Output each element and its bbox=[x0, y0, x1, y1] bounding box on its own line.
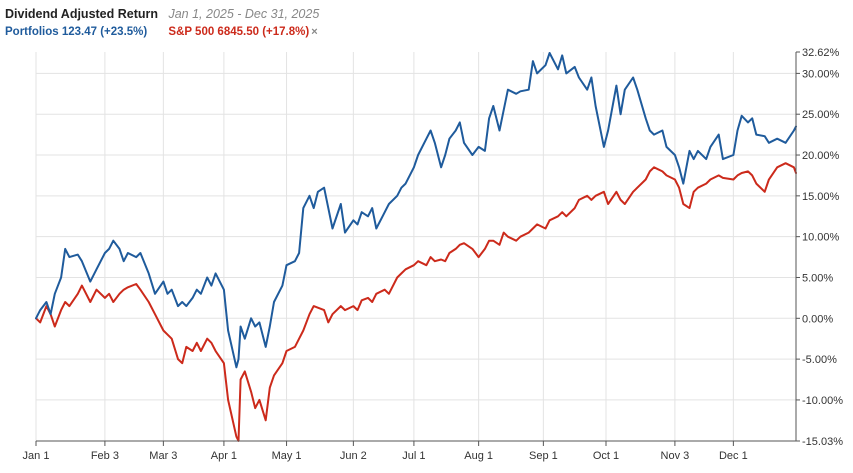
x-tick-label: Feb 3 bbox=[91, 450, 119, 462]
legend-item-sp500-label: S&P 500 6845.50 (+17.8%) bbox=[168, 26, 310, 38]
axes: 30.00% 25.00% 20.00% 15.00% 10.00% 5.00% 0.00%… bbox=[23, 47, 844, 462]
x-tick-label: Mar 3 bbox=[149, 450, 177, 462]
x-tick-label: Oct 1 bbox=[593, 450, 619, 462]
x-tick-label: Nov 3 bbox=[661, 450, 690, 462]
x-tick-label: Jun 2 bbox=[340, 450, 367, 462]
x-tick-label: Sep 1 bbox=[529, 450, 558, 462]
series-line-portfolios[interactable] bbox=[35, 52, 797, 369]
grid bbox=[35, 52, 796, 441]
y-extreme-label: -15.03% bbox=[802, 436, 843, 448]
legend-item-portfolios[interactable]: Portfolios 123.47 (+23.5%) bbox=[5, 26, 148, 38]
y-tick-label: 20.00% bbox=[802, 150, 840, 162]
y-tick-label: -10.00% bbox=[802, 395, 843, 407]
y-tick-label: 30.00% bbox=[802, 68, 840, 80]
chart-header: Dividend Adjusted Return Jan 1, 2025 - D… bbox=[5, 5, 845, 40]
x-tick-label: May 1 bbox=[272, 450, 302, 462]
legend: Portfolios 123.47 (+23.5%) S&P 500 6845.… bbox=[5, 24, 845, 40]
y-tick-label: -5.00% bbox=[802, 354, 837, 366]
x-tick-label: Jul 1 bbox=[402, 450, 425, 462]
y-tick-label: 5.00% bbox=[802, 272, 833, 284]
series-layer bbox=[35, 52, 797, 442]
y-tick-label: 25.00% bbox=[802, 109, 840, 121]
close-icon[interactable]: × bbox=[311, 26, 318, 38]
chart-title: Dividend Adjusted Return bbox=[5, 7, 159, 21]
y-tick-label: 15.00% bbox=[802, 191, 840, 203]
x-tick-label: Apr 1 bbox=[211, 450, 237, 462]
x-tick-label: Aug 1 bbox=[464, 450, 493, 462]
date-range: Jan 1, 2025 - Dec 31, 2025 bbox=[168, 7, 320, 21]
series-line-s-p-500[interactable] bbox=[35, 162, 797, 442]
x-tick-label: Jan 1 bbox=[23, 450, 50, 462]
y-extreme-label: 32.62% bbox=[802, 47, 840, 59]
y-tick-label: 0.00% bbox=[802, 313, 833, 325]
legend-item-sp500[interactable]: S&P 500 6845.50 (+17.8%) × bbox=[168, 26, 317, 38]
x-tick-label: Dec 1 bbox=[719, 450, 748, 462]
y-tick-label: 10.00% bbox=[802, 232, 840, 244]
title-row: Dividend Adjusted Return Jan 1, 2025 - D… bbox=[5, 5, 845, 23]
